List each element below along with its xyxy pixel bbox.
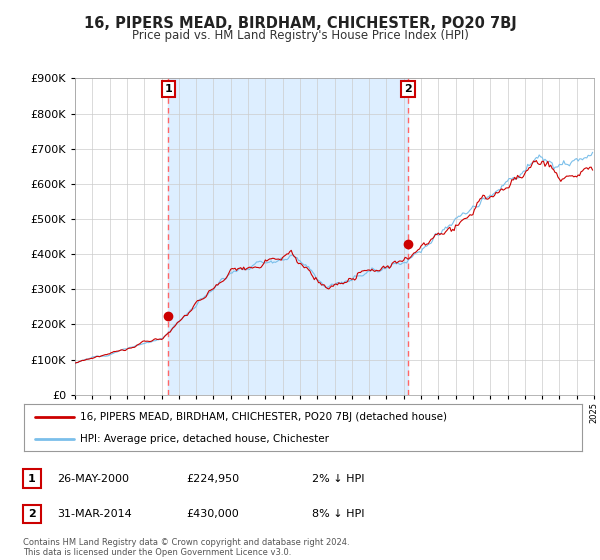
Text: Contains HM Land Registry data © Crown copyright and database right 2024.
This d: Contains HM Land Registry data © Crown c… [23, 538, 349, 557]
Text: 1: 1 [164, 84, 172, 94]
Text: 2: 2 [28, 509, 35, 519]
Text: £224,950: £224,950 [186, 474, 239, 484]
Text: 26-MAY-2000: 26-MAY-2000 [57, 474, 129, 484]
Text: 1: 1 [28, 474, 35, 484]
Text: 31-MAR-2014: 31-MAR-2014 [57, 509, 132, 519]
Text: Price paid vs. HM Land Registry's House Price Index (HPI): Price paid vs. HM Land Registry's House … [131, 29, 469, 42]
Text: 8% ↓ HPI: 8% ↓ HPI [312, 509, 365, 519]
Text: 2% ↓ HPI: 2% ↓ HPI [312, 474, 365, 484]
Bar [169, 78, 408, 395]
Text: £430,000: £430,000 [186, 509, 239, 519]
Text: 16, PIPERS MEAD, BIRDHAM, CHICHESTER, PO20 7BJ (detached house): 16, PIPERS MEAD, BIRDHAM, CHICHESTER, PO… [80, 412, 447, 422]
Text: 2: 2 [404, 84, 412, 94]
Text: HPI: Average price, detached house, Chichester: HPI: Average price, detached house, Chic… [80, 434, 329, 444]
Text: 16, PIPERS MEAD, BIRDHAM, CHICHESTER, PO20 7BJ: 16, PIPERS MEAD, BIRDHAM, CHICHESTER, PO… [83, 16, 517, 31]
